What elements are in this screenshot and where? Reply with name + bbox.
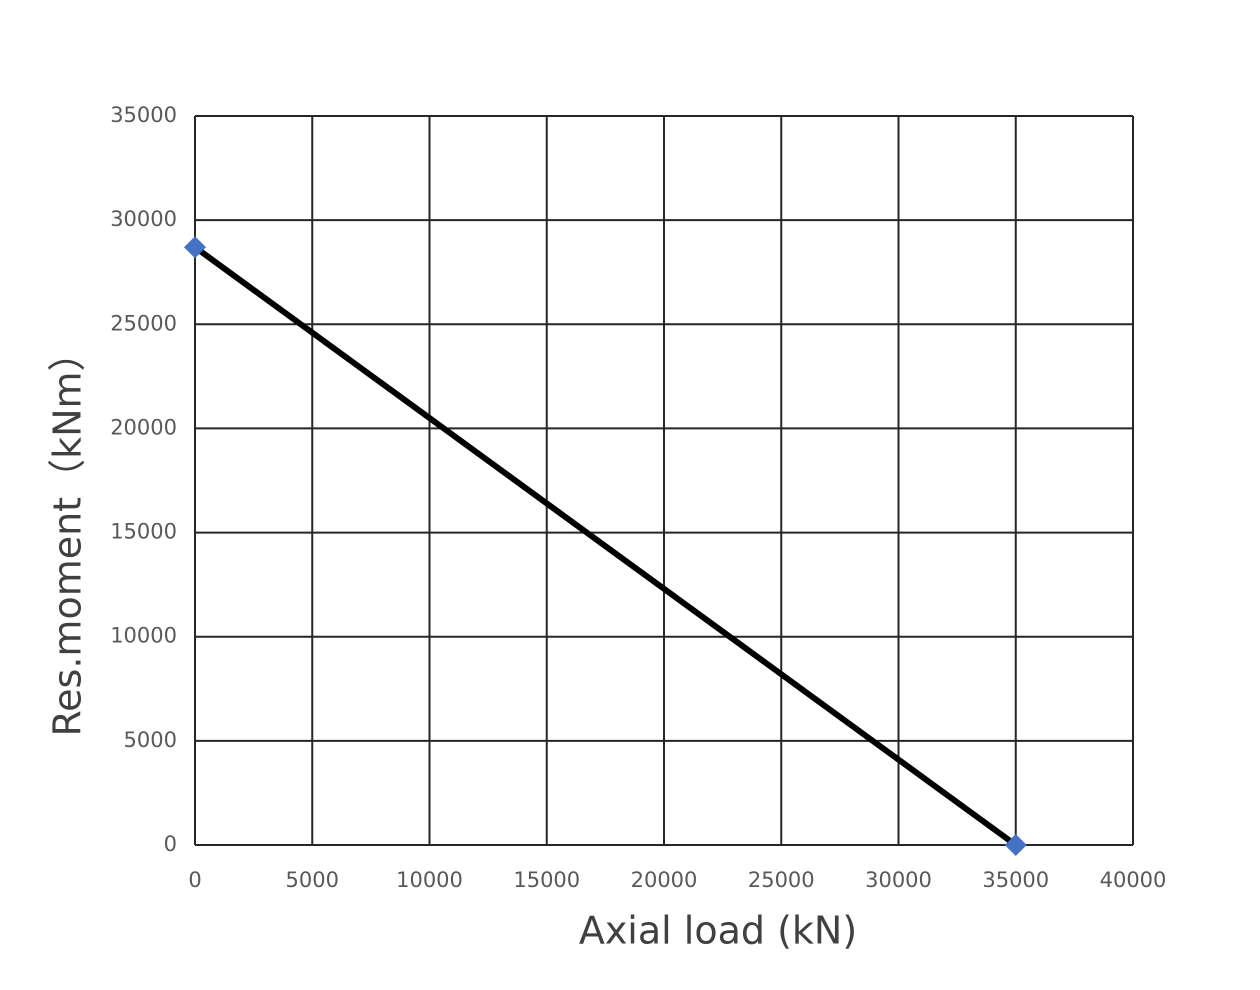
x-tick-label: 25000 bbox=[748, 868, 815, 892]
y-tick-label: 15000 bbox=[110, 520, 177, 544]
x-axis-title: Axial load (kN) bbox=[579, 909, 857, 953]
x-tick-label: 20000 bbox=[631, 868, 698, 892]
data-line bbox=[193, 244, 1018, 848]
y-axis-title: Res.moment（kNm） bbox=[46, 333, 90, 736]
y-tick-label: 25000 bbox=[110, 311, 177, 335]
data-marker bbox=[184, 236, 206, 259]
x-tick-label: 30000 bbox=[865, 868, 932, 892]
y-tick-label: 20000 bbox=[110, 415, 177, 439]
y-tick-label: 10000 bbox=[110, 624, 177, 648]
x-tick-label: 40000 bbox=[1100, 868, 1167, 892]
data-marker bbox=[1004, 834, 1027, 856]
y-tick-label: 0 bbox=[164, 832, 177, 856]
x-tick-label: 10000 bbox=[396, 868, 463, 892]
x-tick-label: 5000 bbox=[286, 868, 339, 892]
y-tick-label: 30000 bbox=[110, 207, 177, 231]
y-tick-label: 35000 bbox=[110, 103, 177, 127]
x-tick-label: 35000 bbox=[982, 868, 1049, 892]
x-tick-label: 0 bbox=[188, 868, 201, 892]
x-tick-label: 15000 bbox=[513, 868, 580, 892]
y-tick-label: 5000 bbox=[124, 728, 177, 752]
